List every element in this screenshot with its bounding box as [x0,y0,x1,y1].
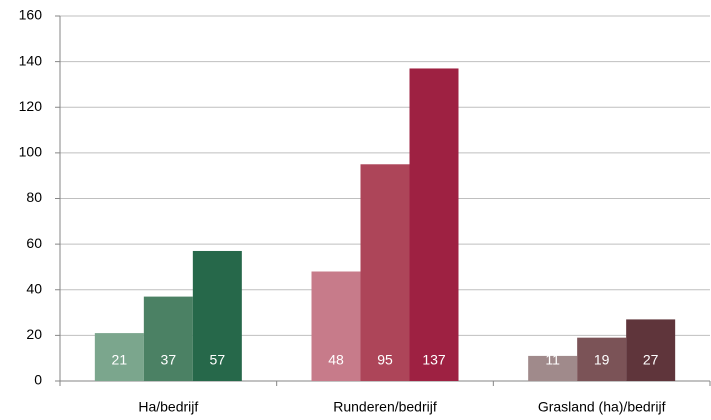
bar [409,68,459,381]
value-label: 57 [210,352,226,368]
y-tick-label: 0 [34,372,42,388]
value-label: 11 [545,352,560,368]
value-label: 21 [112,352,128,368]
value-label: 48 [328,352,344,368]
x-tick-label: Ha/bedrijf [138,399,198,415]
bar [528,355,578,381]
y-tick-label: 160 [19,7,43,23]
bar [143,296,193,381]
bar [360,164,410,381]
x-tick-label: Grasland (ha)/bedrijf [538,399,666,415]
bar [577,337,627,381]
y-tick-label: 100 [19,144,43,160]
y-tick-label: 60 [26,235,42,251]
bar [192,250,242,381]
y-tick-label: 40 [26,280,42,296]
y-tick-label: 20 [26,326,42,342]
bar [626,319,676,381]
bar [311,271,361,381]
x-tick-label: Runderen/bedrijf [333,399,437,415]
y-tick-label: 140 [19,52,43,68]
value-label: 95 [377,352,393,368]
value-label: 37 [161,352,177,368]
bar [94,333,144,381]
value-label: 27 [643,352,659,368]
y-tick-label: 120 [19,98,43,114]
y-tick-label: 80 [26,189,42,205]
value-label: 19 [594,352,610,368]
value-label: 137 [422,352,446,368]
